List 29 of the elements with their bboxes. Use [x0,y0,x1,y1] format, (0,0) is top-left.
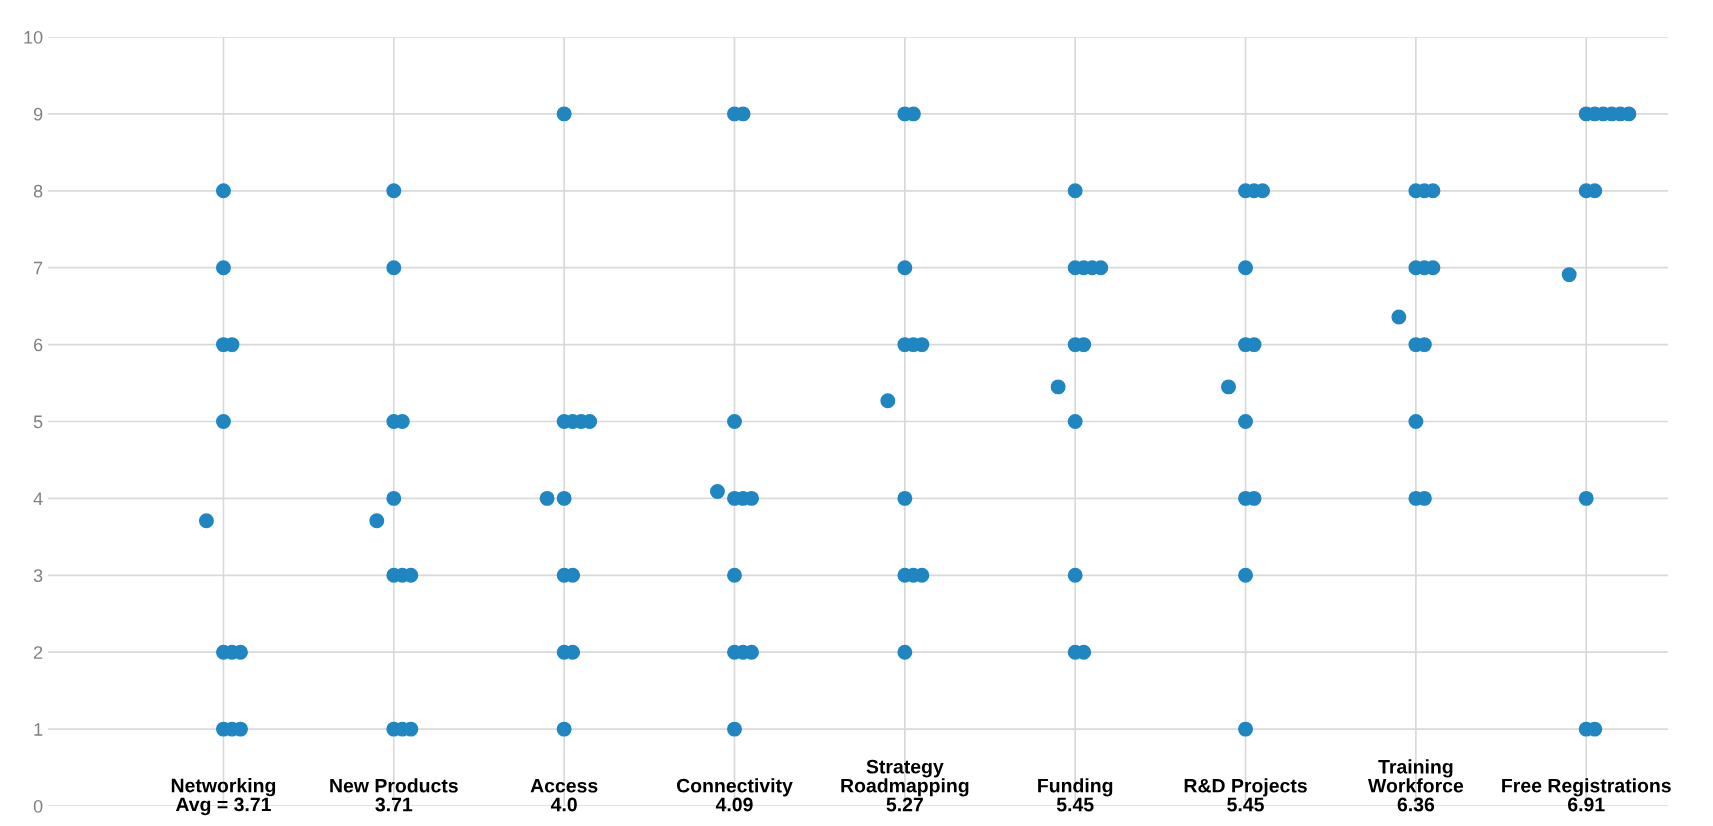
y-tick-label: 6 [34,338,43,352]
y-tick-label: 3 [33,569,43,583]
point [369,513,385,529]
point [1391,309,1407,325]
y-tick-label: 2 [34,646,43,659]
x-tick-label: Funding 5.45 [1038,778,1113,812]
point [710,484,725,499]
x-tick-label: Access 4.0 [530,778,598,812]
point [880,393,896,409]
point [198,513,214,529]
x-tick-label: Connectivity 4.09 [676,778,793,812]
x-tick-label: Strategy Roadmapping 5.27 [841,759,969,812]
y-tick-label: 1 [34,723,43,736]
y-tick-label: 8 [33,184,43,198]
point [1561,267,1577,283]
y-tick-label: 5 [33,415,43,429]
x-tick-label: R&D Projects 5.45 [1184,778,1307,812]
y-tick-label: 4 [33,492,43,505]
x-tick-label: New Products 3.71 [330,778,458,812]
y-tick-label: 0 [33,799,43,813]
x-tick-label: Networking Avg = 3.71 [171,778,276,816]
y-tick-label: 9 [33,107,43,121]
x-tick-label: Training Workforce 6.36 [1368,759,1464,812]
y-tick-label: 7 [34,261,43,275]
point [1221,379,1236,395]
y-tick-label: 10 [24,30,43,44]
point [1050,379,1066,395]
point [539,490,555,506]
x-tick-label: Free Registrations 6.91 [1502,778,1671,812]
